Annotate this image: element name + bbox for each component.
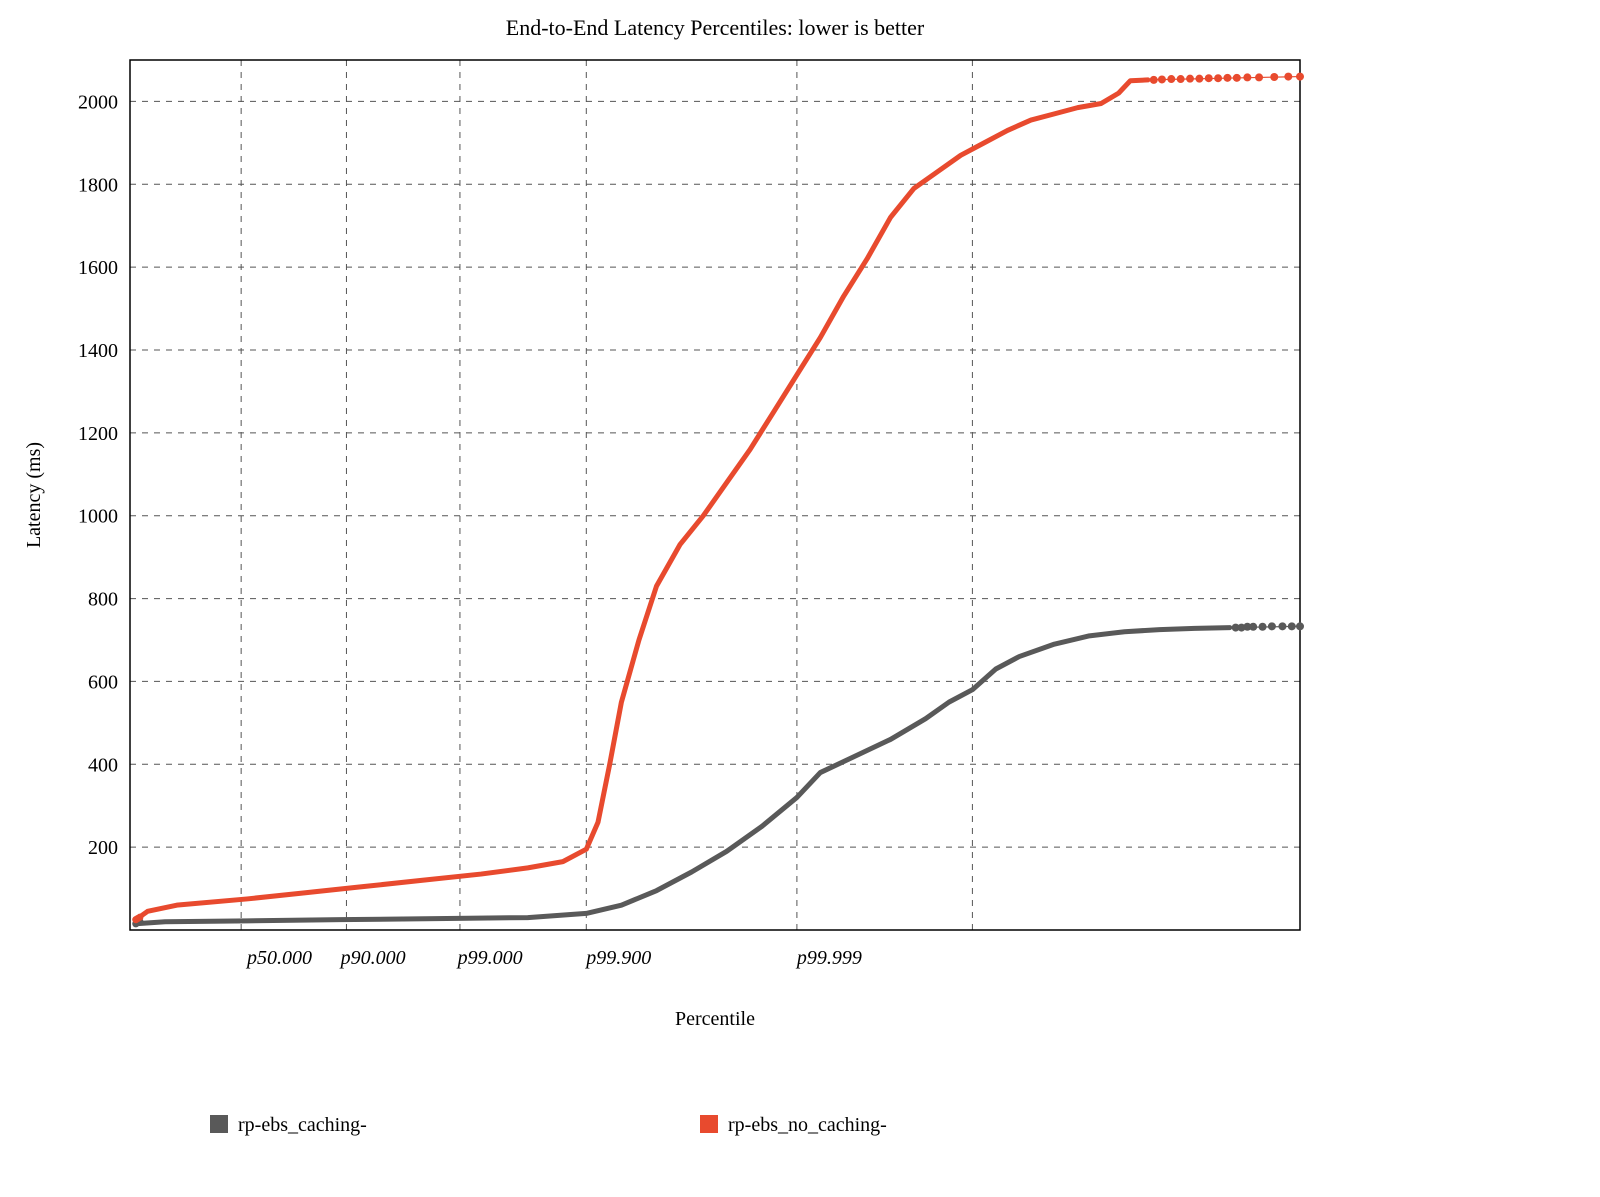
series-marker-0 [1259,623,1267,631]
series-marker-1 [1150,76,1158,84]
chart-svg: 200 400 600 800 1000 1200 1400 1600 1800 2000 p50.… [0,0,1600,1197]
series-marker-1 [1255,73,1263,81]
y-tick-label: 1400 [78,340,118,362]
series-marker-0 [1288,622,1296,630]
latency-chart: 200 400 600 800 1000 1200 1400 1600 1800 2000 p50.… [0,0,1600,1197]
series-marker-1 [1284,73,1292,81]
y-tick-label: 1800 [78,174,118,196]
series-marker-1 [1223,74,1231,82]
y-tick-label: 1000 [78,506,118,528]
legend-label-0: rp-ebs_caching- [238,1114,367,1136]
legend-label-1: rp-ebs_no_caching- [728,1114,887,1136]
series-marker-0 [1249,623,1257,631]
x-tick-label: p99.000 [456,947,523,969]
series-marker-1 [1177,75,1185,83]
series-marker-1 [1214,74,1222,82]
series-marker-1 [1296,73,1304,81]
series-marker-0 [1296,622,1304,630]
series-marker-1 [1205,74,1213,82]
series-marker-1 [1233,74,1241,82]
series-marker-1 [1167,75,1175,83]
x-tick-label: p90.000 [339,947,406,969]
chart-title: End-to-End Latency Percentiles: lower is… [506,15,925,40]
x-axis-label: Percentile [675,1008,755,1030]
y-tick-label: 1600 [78,257,118,279]
legend-swatch-1 [700,1115,718,1133]
y-tick-label: 1200 [78,423,118,445]
y-tick-label: 200 [88,837,118,859]
series-marker-1 [1270,73,1278,81]
series-marker-1 [1158,75,1166,83]
y-axis-label: Latency (ms) [23,442,45,548]
series-marker-1 [1195,75,1203,83]
series-marker-1 [1243,73,1251,81]
x-tick-label: p99.999 [795,947,862,969]
y-tick-label: 2000 [78,91,118,113]
x-tick-label: p99.900 [584,947,651,969]
legend-swatch-0 [210,1115,228,1133]
y-tick-label: 400 [88,754,118,776]
series-marker-0 [1278,622,1286,630]
series-marker-0 [1268,622,1276,630]
series-marker-1 [1186,75,1194,83]
y-tick-label: 600 [88,671,118,693]
x-tick-label: p50.000 [245,947,312,969]
y-tick-label: 800 [88,589,118,611]
